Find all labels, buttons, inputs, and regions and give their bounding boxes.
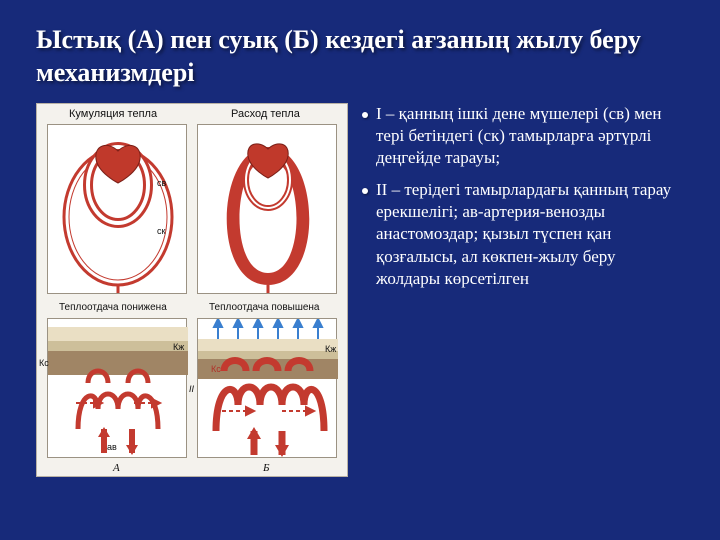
anatomy-figure: Кумуляция тепла Расход тепла св ск (36, 103, 348, 477)
bullet-icon (362, 112, 368, 118)
label-panel-b-top: Расход тепла (231, 108, 300, 120)
panel-2b (197, 318, 337, 458)
description-text: І – қанның ішкі дене мүшелері (св) мен т… (362, 103, 682, 477)
paragraph-1: І – қанның ішкі дене мүшелері (св) мен т… (376, 103, 682, 169)
paragraph-2: ІІ – терідегі тамырлардағы қанның тарау … (376, 179, 682, 289)
footer-label-a: А (113, 462, 120, 474)
label-ii: ІІ (189, 384, 194, 394)
footer-label-b: Б (263, 462, 270, 474)
skin-2b-svg (198, 319, 338, 459)
label-kzh-b: Кж (325, 344, 336, 354)
label-av-a: ав (107, 442, 117, 452)
label-panel-b-mid: Теплоотдача повышена (209, 302, 320, 313)
vessels-1b-svg (198, 125, 338, 295)
vessels-1a-svg (48, 125, 188, 295)
panel-2a (47, 318, 187, 458)
label-ks-a: Кс (39, 358, 49, 368)
label-panel-a-mid: Теплоотдача понижена (59, 302, 167, 313)
page-title: Ыстық (А) пен суық (Б) кездегі ағзаның ж… (36, 24, 684, 89)
panel-1b (197, 124, 337, 294)
bullet-icon (362, 188, 368, 194)
label-sv-a: св (157, 178, 166, 188)
label-sk-a: ск (157, 226, 165, 236)
panel-1a (47, 124, 187, 294)
label-panel-a-top: Кумуляция тепла (69, 108, 157, 120)
skin-2a-svg (48, 319, 188, 459)
label-ks-b: Кс (211, 364, 221, 374)
content-row: Кумуляция тепла Расход тепла св ск (36, 103, 684, 477)
label-kzh-a: Кж (173, 342, 184, 352)
